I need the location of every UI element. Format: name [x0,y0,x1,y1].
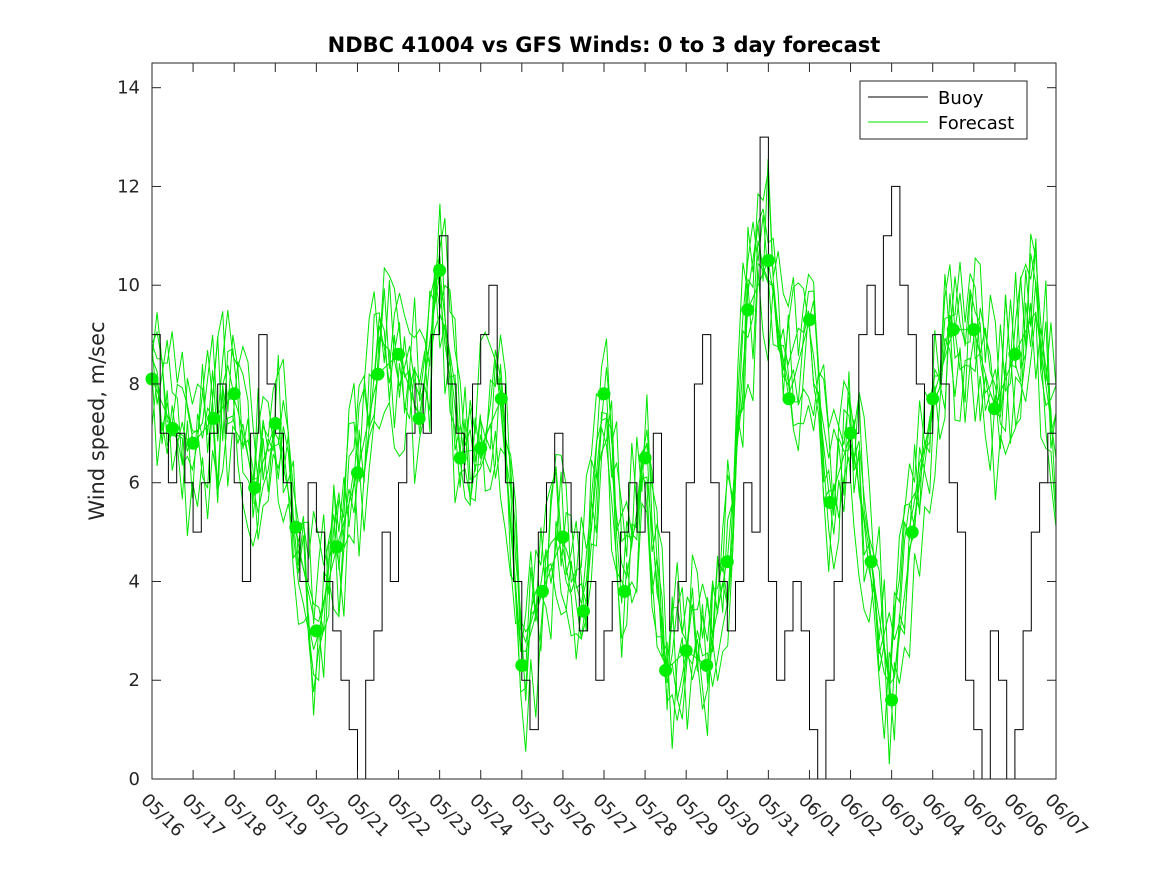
forecast-line-member [151,269,1057,765]
forecast-marker [946,323,960,337]
forecast-marker [412,412,426,425]
forecast-marker [597,387,611,401]
forecast-marker [803,313,816,327]
legend-label-forecast: Forecast [938,113,1014,134]
forecast-marker [227,387,241,401]
y-tick-label: 0 [129,769,140,790]
forecast-marker [864,555,878,569]
forecast-marker [905,525,919,539]
forecast-marker [248,481,262,495]
y-tick-label: 12 [117,176,140,197]
y-tick-label: 10 [117,275,140,296]
forecast-marker [268,417,282,430]
forecast-marker [659,663,673,677]
forecast-markers [145,254,1022,707]
forecast-marker [351,466,364,480]
y-tick-label: 4 [129,571,140,592]
forecast-marker [577,604,590,618]
forecast-marker [166,421,179,435]
forecast-marker [289,520,303,534]
forecast-marker [494,392,508,406]
forecast-marker [618,584,631,598]
forecast-marker [741,303,755,317]
legend-label-buoy: Buoy [938,88,984,109]
forecast-line-member [151,208,1057,685]
chart-title: NDBC 41004 vs GFS Winds: 0 to 3 day fore… [328,33,881,57]
y-tick-label: 2 [129,670,140,691]
forecast-marker [679,644,693,658]
y-axis: 0 2 4 6 8 10 12 14 [117,78,1056,790]
forecast-marker [967,323,981,337]
y-tick-label: 14 [117,78,140,99]
forecast-marker [371,367,385,381]
legend-box [859,80,1028,140]
legend: Buoy Forecast [859,80,1028,140]
forecast-marker [1008,347,1022,361]
forecast-marker [720,555,734,569]
buoy-series [152,136,1057,780]
forecast-marker [535,584,549,598]
forecast-marker [700,658,714,672]
forecast-marker [885,693,899,707]
forecast-marker [844,426,857,440]
forecast-marker [823,496,837,509]
forecast-marker [392,347,405,361]
forecast-marker [926,392,940,406]
forecast-marker [987,402,1001,416]
forecast-marker [474,441,488,455]
forecast-marker [515,658,529,672]
y-axis-label: Wind speed, m/sec [85,321,109,520]
buoy-line [152,136,1057,780]
forecast-marker [638,451,652,465]
forecast-marker [761,254,775,267]
forecast-marker [207,412,221,425]
y-tick-label: 6 [129,473,140,494]
y-tick-label: 8 [129,374,140,395]
forecast-marker [186,436,200,450]
forecast-marker [330,540,344,554]
forecast-marker [453,451,467,465]
forecast-marker [556,530,570,544]
forecast-marker [309,624,323,638]
forecast-marker [433,263,447,277]
forecast-marker [782,392,796,406]
forecast-line-member [151,261,1057,749]
